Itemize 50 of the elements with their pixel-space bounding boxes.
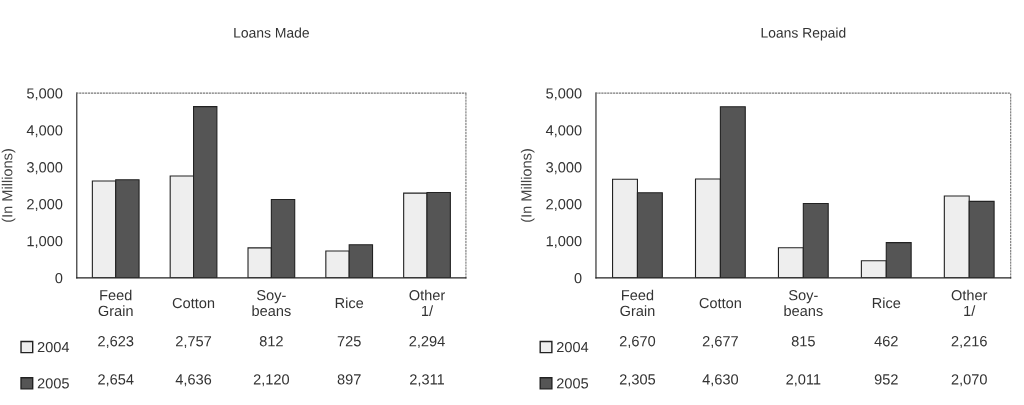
y-tick-label: 4,000 (26, 125, 63, 138)
data-label: 2,623 (98, 336, 134, 349)
x-tick-label: Soy- beans (784, 290, 823, 317)
x-tick-label: Soy- beans (252, 290, 291, 317)
data-label: 4,636 (175, 374, 212, 387)
x-tick-label: Rice (335, 297, 364, 309)
y-tick-label: 0 (574, 272, 582, 284)
data-label: 4,630 (702, 374, 739, 387)
data-label: 2,011 (786, 374, 821, 387)
x-tick-label: Cotton (699, 297, 741, 309)
data-label: 2,294 (409, 336, 445, 349)
legend-label: 2004 (556, 341, 589, 353)
data-label: 897 (337, 374, 361, 385)
y-tick-label: 4,000 (545, 125, 582, 138)
data-label: 2,757 (176, 336, 212, 349)
data-label: 462 (874, 336, 898, 347)
legend-label: 2005 (37, 378, 69, 389)
legend-label: 2004 (37, 341, 70, 353)
x-tick-label: Feed Grain (98, 289, 133, 317)
x-tick-label: Rice (872, 297, 901, 309)
y-tick-label: 0 (55, 272, 63, 284)
data-label: 2,070 (951, 374, 987, 387)
y-tick-label: 1,000 (546, 235, 582, 249)
data-label: 2,311 (410, 374, 445, 387)
y-tick-label: 1,000 (27, 235, 63, 249)
y-tick-label: 5,000 (27, 88, 63, 101)
data-label: 2,677 (702, 336, 738, 349)
chart-title: Loans Made (234, 27, 309, 38)
data-label: 725 (337, 336, 361, 347)
data-label: 952 (874, 374, 898, 385)
data-label: 2,670 (619, 336, 656, 349)
y-tick-label: 2,000 (546, 199, 582, 212)
data-label: 2,305 (619, 374, 656, 387)
x-tick-label: Other 1/ (951, 289, 988, 317)
data-label: 2,216 (951, 336, 987, 349)
data-label: 812 (259, 336, 283, 347)
y-tick-label: 5,000 (546, 88, 582, 101)
y-tick-label: 2,000 (27, 199, 63, 212)
chart-title: Loans Repaid (761, 27, 846, 41)
legend-label: 2005 (556, 378, 589, 389)
y-tick-label: 3,000 (26, 162, 63, 175)
y-axis-title: (In Millions) (520, 149, 535, 222)
data-label: 2,120 (253, 374, 290, 387)
x-tick-label: Cotton (172, 297, 215, 309)
data-label: 2,654 (98, 374, 134, 387)
y-axis-title: (In Millions) (1, 149, 16, 222)
x-tick-label: Feed Grain (620, 289, 655, 317)
data-label: 815 (791, 336, 815, 347)
y-tick-label: 3,000 (546, 162, 582, 175)
x-tick-label: Other 1/ (409, 289, 445, 317)
